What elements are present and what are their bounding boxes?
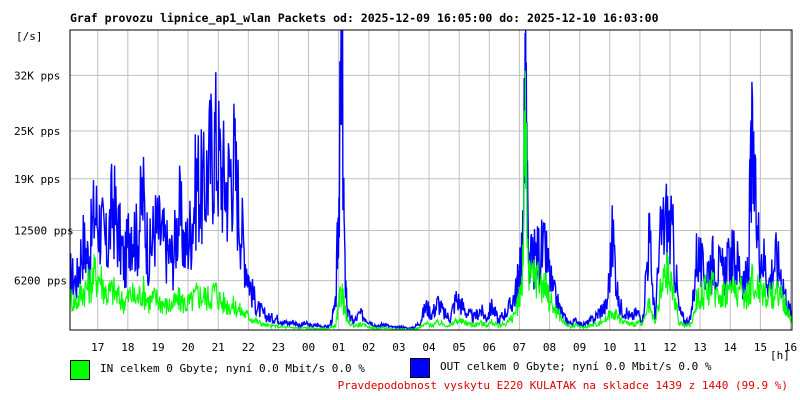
x-tick-label: 17 <box>91 341 104 354</box>
y-tick-label: 12500 pps <box>14 225 74 238</box>
x-tick-label: 06 <box>483 341 496 354</box>
chart-title: Graf provozu lipnice_ap1_wlan Packets od… <box>70 11 659 25</box>
x-tick-label: 01 <box>332 341 345 354</box>
x-tick-label: 00 <box>302 341 315 354</box>
legend-in-swatch <box>70 360 90 380</box>
y-tick-label: 25K pps <box>14 125 60 138</box>
probability-note: Pravdepodobnost vyskytu E220 KULATAK na … <box>337 379 788 392</box>
x-axis-unit-label: [h] <box>770 349 790 362</box>
x-tick-label: 02 <box>362 341 375 354</box>
x-tick-label: 05 <box>453 341 466 354</box>
x-tick-label: 11 <box>633 341 646 354</box>
x-tick-label: 23 <box>272 341 285 354</box>
x-tick-label: 09 <box>573 341 586 354</box>
x-tick-label: 08 <box>543 341 556 354</box>
y-tick-label: 32K pps <box>14 69 60 82</box>
x-tick-label: 21 <box>212 341 225 354</box>
plot-frame <box>69 29 793 331</box>
x-tick-label: 15 <box>754 341 767 354</box>
x-tick-label: 03 <box>392 341 405 354</box>
y-axis-unit-label: [/s] <box>16 30 43 43</box>
x-tick-label: 12 <box>663 341 676 354</box>
legend-out-swatch <box>410 358 430 378</box>
x-tick-label: 07 <box>513 341 526 354</box>
y-tick-label: 6200 pps <box>14 275 67 288</box>
series-line-in <box>69 70 793 331</box>
y-tick-label: 19K pps <box>14 173 60 186</box>
x-tick-label: 04 <box>422 341 436 354</box>
x-tick-label: 10 <box>603 341 616 354</box>
x-tick-label: 22 <box>242 341 255 354</box>
x-tick-label: 14 <box>724 341 738 354</box>
x-tick-label: 18 <box>121 341 134 354</box>
x-tick-label: 13 <box>694 341 707 354</box>
x-tick-label: 20 <box>181 341 194 354</box>
legend-in-text: IN celkem 0 Gbyte; nyní 0.0 Mbit/s 0.0 % <box>100 362 365 375</box>
x-tick-label: 16 <box>784 341 797 354</box>
series-line-out <box>69 29 793 331</box>
legend-out-text: OUT celkem 0 Gbyte; nyní 0.0 Mbit/s 0.0 … <box>440 360 712 373</box>
x-tick-label: 19 <box>151 341 164 354</box>
